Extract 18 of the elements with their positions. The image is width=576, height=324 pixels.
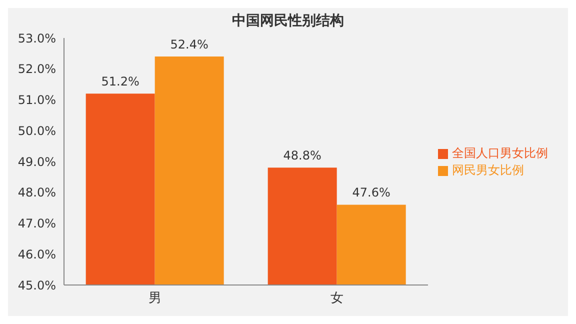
y-tick-label: 51.0%: [18, 93, 56, 108]
data-label: 52.4%: [170, 38, 208, 52]
data-label: 48.8%: [283, 148, 322, 163]
x-tick-label: 男: [148, 291, 162, 306]
data-label: 47.6%: [352, 186, 390, 200]
chart-title: 中国网民性别结构: [231, 12, 345, 30]
data-label: 51.2%: [101, 74, 140, 89]
y-tick-label: 45.0%: [18, 278, 56, 292]
legend-label: 网民男女比例: [452, 163, 524, 177]
y-tick-label: 50.0%: [18, 124, 56, 138]
legend-label: 全国人口男女比例: [452, 146, 548, 160]
y-tick-label: 46.0%: [18, 247, 56, 262]
y-tick-label: 48.0%: [18, 186, 56, 200]
y-tick-label: 47.0%: [18, 216, 56, 231]
y-tick-label: 52.0%: [18, 62, 56, 76]
x-tick-label: 女: [330, 291, 344, 306]
y-tick-label: 49.0%: [18, 154, 56, 169]
y-tick-label: 53.0%: [18, 31, 56, 46]
